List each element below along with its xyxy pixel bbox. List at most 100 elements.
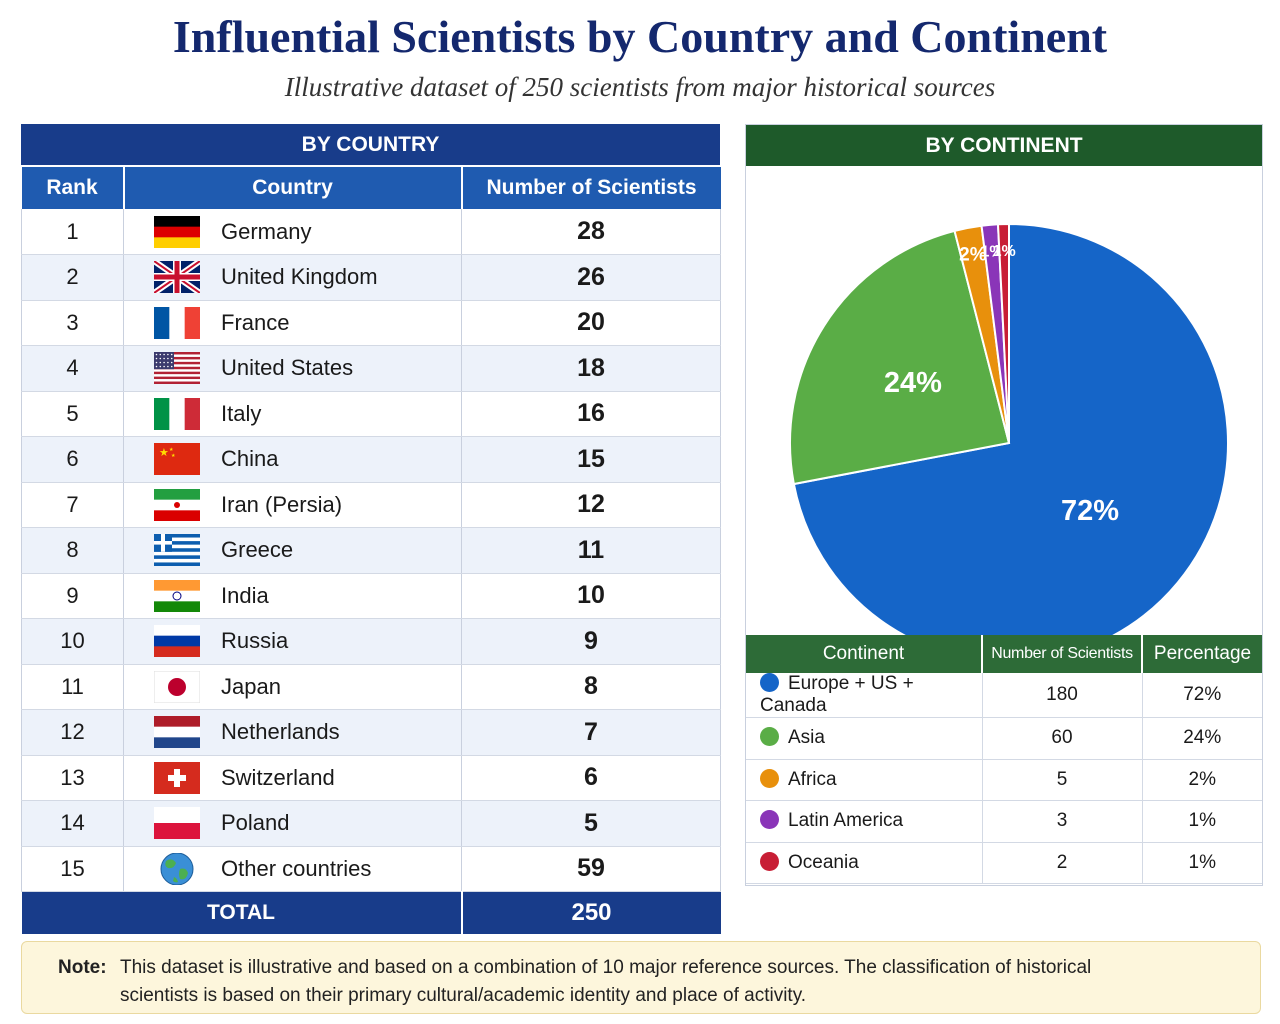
japan-flag-icon (153, 670, 201, 704)
total-label: TOTAL (21, 891, 463, 934)
rank-cell: 5 (21, 391, 124, 437)
note-text: This dataset is illustrative and based o… (120, 957, 1092, 1006)
pie-slice (792, 222, 1229, 636)
table-row: 4 United States 18 (21, 345, 721, 392)
country-name: China (221, 446, 279, 472)
table-row: 5 Italy 16 (21, 391, 721, 437)
pie-chart-area: 72% 24% 2% 1% 1% (746, 166, 1262, 636)
page-title: Influential Scientists by Country and Co… (172, 11, 1108, 62)
rank-cell: 14 (21, 800, 124, 847)
country-panel-heading: BY COUNTRY (21, 124, 720, 165)
rank-cell: 4 (21, 345, 124, 392)
country-cell: ★ ★ ★ China (123, 436, 462, 483)
country-cell: Poland (123, 800, 462, 847)
continent-cell: Africa (746, 759, 983, 802)
country-name: Russia (221, 628, 289, 654)
total-value: 250 (461, 891, 721, 934)
svg-text:★: ★ (171, 453, 176, 459)
country-name: Other countries (221, 855, 372, 881)
table-row: 1 Germany 28 (21, 209, 721, 255)
count-cell: 26 (461, 254, 721, 301)
table-row: Europe + US + Canada 180 72% (746, 673, 1262, 718)
rank-cell: 3 (21, 300, 124, 346)
page-subtitle: Illustrative dataset of 250 scientists f… (284, 72, 996, 102)
continent-percent-cell: 1% (1142, 842, 1262, 885)
pie-slice-label: 72% (1061, 495, 1119, 527)
continent-table: Continent Number of Scientists Percentag… (746, 635, 1262, 885)
note-label: Note: (58, 957, 107, 978)
continent-name: Asia (788, 727, 825, 749)
country-name: Germany (221, 218, 312, 244)
continent-name: Europe + US + Canada (760, 673, 914, 716)
table-row: 12 Netherlands 7 (21, 709, 721, 756)
continent-name: Latin America (788, 810, 904, 832)
table-row: 3 France 20 (21, 300, 721, 346)
column-header-continent-count: Number of Scientists (982, 635, 1143, 673)
table-row: 13 Switzerland 6 (21, 755, 721, 801)
country-name: India (221, 582, 269, 608)
count-cell: 6 (461, 755, 721, 801)
poland-flag-icon (154, 807, 200, 840)
pie-slice-label: 24% (884, 367, 942, 399)
country-name: Italy (221, 400, 262, 426)
count-cell: 12 (461, 482, 721, 528)
country-cell: United States (123, 345, 462, 392)
united-kingdom-flag-icon (152, 258, 202, 296)
pie-slice (789, 229, 1011, 486)
country-cell: Netherlands (123, 709, 462, 756)
country-name: Iran (Persia) (221, 491, 343, 517)
country-name: Greece (221, 537, 294, 563)
continent-count-cell: 2 (982, 842, 1143, 885)
column-header-percentage: Percentage (1142, 635, 1262, 673)
table-row: 9 India 10 (21, 573, 721, 619)
rank-cell: 1 (21, 209, 124, 255)
india-flag-icon (154, 579, 200, 613)
rank-cell: 11 (21, 664, 124, 710)
globe-icon (154, 852, 200, 886)
table-row: 7 Iran (Persia) 12 (21, 482, 721, 528)
continent-percent-cell: 2% (1142, 759, 1262, 802)
country-name: Poland (221, 810, 290, 836)
table-row: 6 ★ ★ ★ China 15 (21, 436, 721, 483)
column-header-continent: Continent (746, 635, 983, 673)
svg-text:★: ★ (169, 447, 174, 453)
count-cell: 10 (461, 573, 721, 619)
country-name: Japan (221, 673, 281, 699)
legend-dot-icon (760, 852, 779, 872)
count-cell: 28 (461, 209, 721, 255)
continent-name: Oceania (788, 852, 859, 874)
pie-slice-label: 1% (981, 244, 1004, 261)
count-cell: 16 (461, 391, 721, 437)
table-row: 11 Japan 8 (21, 664, 721, 710)
table-row: 2 United Kingdom 26 (21, 254, 721, 301)
continent-count-cell: 3 (982, 800, 1143, 843)
legend-dot-icon (760, 727, 779, 747)
rank-cell: 13 (21, 755, 124, 801)
count-cell: 15 (461, 436, 721, 483)
legend-dot-icon (760, 673, 779, 692)
continent-name: Africa (788, 768, 837, 790)
country-name: United Kingdom (221, 264, 378, 290)
rank-cell: 6 (21, 436, 124, 483)
country-cell: Italy (123, 391, 462, 437)
switzerland-flag-icon (154, 761, 200, 794)
count-cell: 18 (461, 345, 721, 392)
pie-slice (996, 222, 1010, 444)
count-cell: 7 (461, 709, 721, 756)
country-cell: India (123, 573, 462, 619)
count-cell: 8 (461, 664, 721, 710)
table-row: Latin America 3 1% (746, 800, 1262, 843)
country-panel: BY COUNTRY Rank Country Number of Scient… (21, 124, 721, 934)
continent-percent-cell: 24% (1142, 717, 1262, 760)
continent-count-cell: 180 (982, 673, 1143, 718)
country-cell: Switzerland (123, 755, 462, 801)
russia-flag-icon (154, 625, 200, 658)
table-row: 14 Poland 5 (21, 800, 721, 847)
continent-count-cell: 5 (982, 759, 1143, 802)
table-row: Asia 60 24% (746, 717, 1262, 760)
continent-count-cell: 60 (982, 717, 1143, 760)
legend-dot-icon (760, 810, 779, 830)
count-cell: 11 (461, 527, 721, 574)
total-row: TOTAL 250 (21, 891, 721, 934)
country-name: United States (221, 355, 354, 381)
